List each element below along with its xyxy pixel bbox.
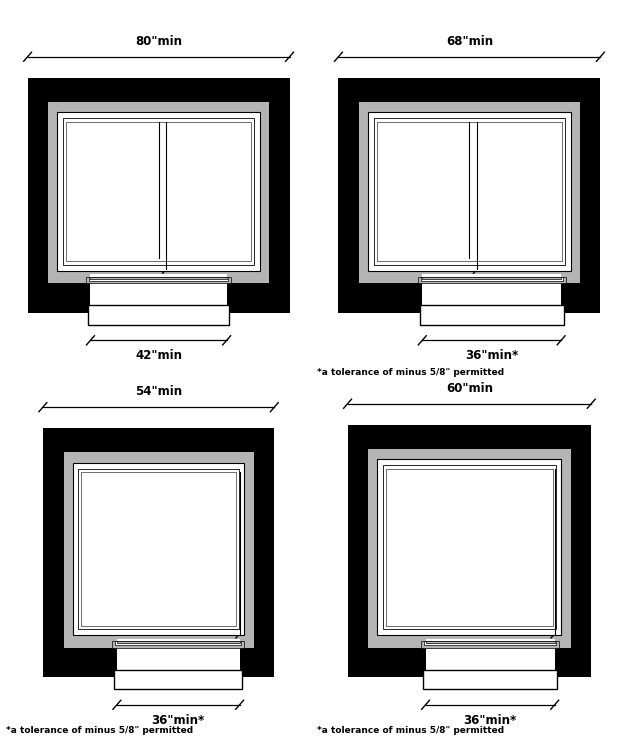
Bar: [43, 670, 117, 677]
Text: 54"
min: 54" min: [197, 181, 221, 209]
Bar: [359, 102, 580, 282]
Text: *a tolerance of minus 5/8" permitted: *a tolerance of minus 5/8" permitted: [317, 368, 504, 377]
Text: 60"
min: 60" min: [455, 532, 484, 562]
Bar: [57, 112, 260, 271]
Bar: [423, 670, 557, 689]
Bar: [116, 641, 241, 645]
Bar: [420, 305, 563, 324]
Bar: [78, 469, 239, 629]
Text: 80"
min: 80" min: [144, 534, 173, 564]
Bar: [386, 469, 553, 626]
Text: 80"min: 80"min: [135, 35, 182, 48]
Bar: [348, 670, 426, 677]
Bar: [338, 305, 422, 313]
Text: 54"
min: 54" min: [414, 176, 439, 203]
Bar: [421, 641, 560, 648]
Bar: [348, 425, 592, 670]
Bar: [424, 641, 556, 645]
Bar: [555, 670, 592, 677]
Text: 36"min*: 36"min*: [465, 349, 518, 362]
Text: *a tolerance of minus 5/8" permitted: *a tolerance of minus 5/8" permitted: [317, 726, 504, 735]
Bar: [90, 274, 227, 305]
Bar: [227, 305, 290, 313]
Bar: [89, 277, 228, 281]
Bar: [368, 112, 571, 271]
Bar: [383, 465, 556, 629]
Bar: [28, 305, 90, 313]
Bar: [88, 305, 229, 324]
Bar: [86, 277, 231, 283]
Bar: [338, 78, 600, 305]
Bar: [422, 274, 561, 305]
Bar: [48, 277, 269, 283]
Text: 36"min*: 36"min*: [463, 713, 517, 727]
Bar: [422, 276, 561, 279]
Bar: [66, 122, 251, 261]
Text: 51"
min: 51" min: [104, 176, 128, 203]
Bar: [418, 277, 566, 283]
Bar: [240, 670, 274, 677]
Bar: [368, 449, 571, 646]
Bar: [117, 641, 240, 643]
Text: 36"min*: 36"min*: [151, 713, 205, 727]
Bar: [359, 277, 580, 283]
Text: 54"min: 54"min: [135, 385, 182, 399]
Bar: [368, 641, 571, 648]
Bar: [63, 452, 254, 646]
Bar: [117, 639, 240, 670]
Text: 51"
min: 51" min: [507, 181, 532, 209]
Bar: [63, 641, 254, 648]
Bar: [426, 641, 555, 643]
Bar: [73, 463, 244, 635]
Bar: [377, 122, 562, 261]
Bar: [377, 459, 561, 635]
Bar: [421, 277, 563, 281]
Bar: [48, 102, 269, 282]
Text: *a tolerance of minus 5/8" permitted: *a tolerance of minus 5/8" permitted: [6, 726, 193, 735]
Bar: [112, 641, 244, 648]
Bar: [90, 276, 227, 279]
Bar: [374, 119, 565, 265]
Bar: [426, 639, 555, 670]
Bar: [561, 305, 600, 313]
Bar: [81, 472, 236, 626]
Text: 42"min: 42"min: [135, 349, 182, 362]
Bar: [63, 119, 254, 265]
Text: 68"min: 68"min: [446, 35, 493, 48]
Bar: [28, 78, 290, 305]
Text: 60"min: 60"min: [446, 382, 493, 395]
Bar: [43, 428, 274, 670]
Bar: [114, 670, 242, 689]
